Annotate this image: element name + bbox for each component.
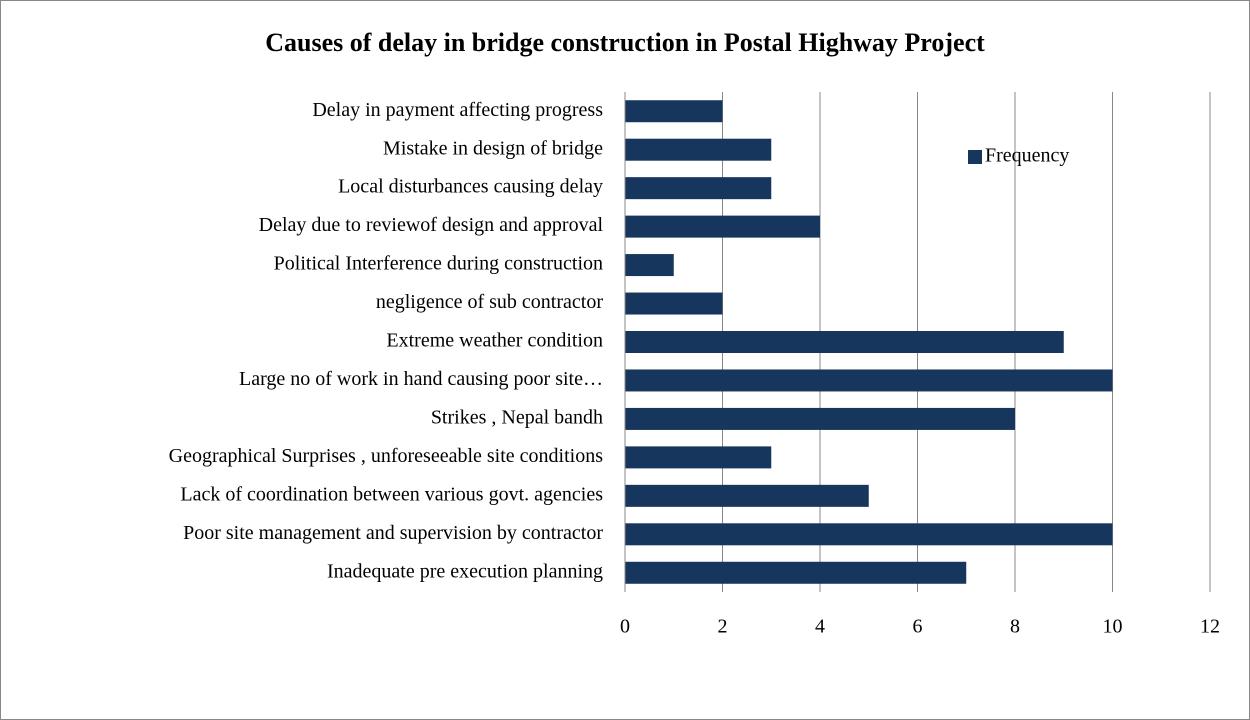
legend-swatch (968, 150, 982, 164)
y-tick-label: Lack of coordination between various gov… (180, 483, 603, 505)
x-tick-label: 12 (1200, 616, 1220, 638)
x-tick-label: 10 (1103, 616, 1123, 638)
bar (625, 446, 772, 469)
x-tick-label: 2 (718, 616, 728, 638)
bar (625, 254, 674, 277)
bar (625, 177, 772, 200)
bar (625, 100, 723, 123)
bar (625, 369, 1113, 392)
x-tick-label: 8 (1010, 616, 1020, 638)
bar (625, 331, 1064, 353)
x-tick-label: 0 (620, 616, 630, 638)
y-tick-label: Geographical Surprises , unforeseeable s… (169, 445, 604, 467)
y-tick-label: Strikes , Nepal bandh (431, 407, 603, 429)
bar (625, 407, 1015, 430)
y-tick-label: Large no of work in hand causing poor si… (239, 368, 603, 390)
y-tick-label: Delay in payment affecting progress (312, 99, 603, 121)
y-tick-label: Political Interference during constructi… (274, 253, 603, 275)
y-tick-label: Extreme weather condition (386, 330, 603, 352)
x-tick-label: 4 (815, 616, 825, 638)
legend-label: Frequency (985, 145, 1069, 167)
y-tick-label: Poor site management and supervision by … (183, 522, 603, 544)
bar (625, 138, 772, 161)
y-tick-label: Local disturbances causing delay (338, 176, 603, 198)
y-tick-label: Inadequate pre execution planning (327, 560, 603, 582)
y-tick-label: Mistake in design of bridge (383, 137, 603, 159)
bar (625, 484, 869, 507)
y-tick-label: Delay due to reviewof design and approva… (259, 214, 604, 236)
x-tick-label: 6 (913, 616, 923, 638)
bar (625, 215, 820, 238)
y-tick-label: negligence of sub contractor (376, 291, 603, 313)
bar (625, 561, 967, 584)
bar (625, 523, 1113, 546)
chart-title: Causes of delay in bridge construction i… (265, 28, 985, 57)
bar (625, 292, 723, 315)
